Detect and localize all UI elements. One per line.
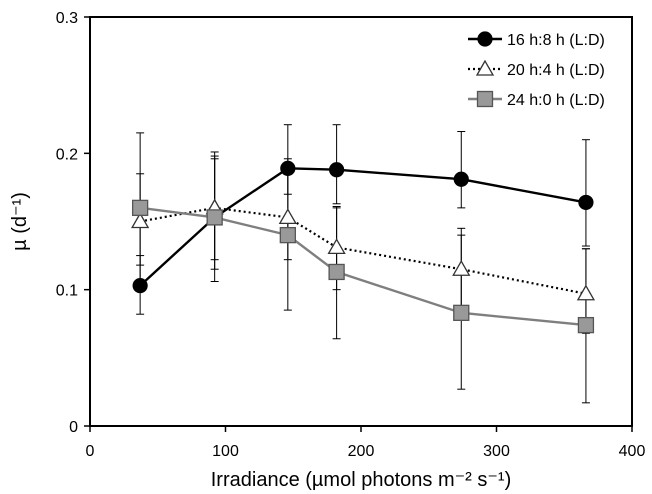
series-3 (131, 199, 595, 334)
data-point (329, 162, 345, 178)
x-tick-label: 100 (212, 443, 239, 460)
y-axis-title: µ (d⁻¹) (9, 192, 31, 251)
x-tick-label: 400 (619, 443, 646, 460)
data-point (280, 160, 296, 176)
legend-label: 24 h:0 h (L:D) (507, 92, 605, 109)
legend-marker (475, 59, 495, 76)
series-line (139, 206, 587, 327)
legend-label: 16 h:8 h (L:D) (507, 32, 605, 49)
series-2-errorbars (136, 155, 590, 334)
legend-item: 16 h:8 h (L:D) (468, 31, 605, 49)
y-tick-label: 0 (69, 419, 78, 436)
data-point (578, 194, 594, 211)
data-point (577, 316, 595, 334)
x-tick-label: 200 (348, 443, 375, 460)
series-layer (131, 124, 596, 404)
data-point (327, 238, 346, 255)
series-3-errorbars (136, 132, 590, 404)
ticks-layer: 0 100 200 300 400 0 0.1 0.2 0.3 (56, 10, 646, 460)
legend-item: 24 h:0 h (L:D) (468, 90, 605, 109)
y-tick-label: 0.2 (56, 146, 78, 163)
data-point (453, 304, 470, 321)
data-point (131, 199, 149, 217)
y-tick-label: 0.1 (56, 283, 78, 300)
data-point (452, 259, 471, 276)
x-tick-label: 300 (483, 443, 510, 460)
legend-marker (477, 31, 493, 47)
data-point (328, 263, 345, 281)
data-point (278, 208, 297, 225)
x-tick-label: 0 (86, 443, 95, 460)
data-point (279, 226, 296, 244)
series-1-errorbars (136, 124, 590, 315)
legend-label: 20 h:4 h (L:D) (507, 62, 605, 79)
legend-item: 20 h:4 h (L:D) (468, 59, 605, 79)
series-1 (132, 160, 594, 294)
y-tick-label: 0.3 (56, 10, 78, 27)
data-point (206, 209, 223, 226)
data-point (576, 284, 596, 301)
legend: 16 h:8 h (L:D) 20 h:4 h (L:D) 24 h:0 h (L:… (460, 24, 626, 116)
data-point (132, 277, 148, 294)
data-point (131, 212, 150, 229)
series-line (139, 167, 587, 287)
x-axis-title: Irradiance (µmol photons m⁻² s⁻¹) (211, 469, 512, 491)
data-point (453, 171, 469, 187)
legend-marker (476, 90, 494, 108)
